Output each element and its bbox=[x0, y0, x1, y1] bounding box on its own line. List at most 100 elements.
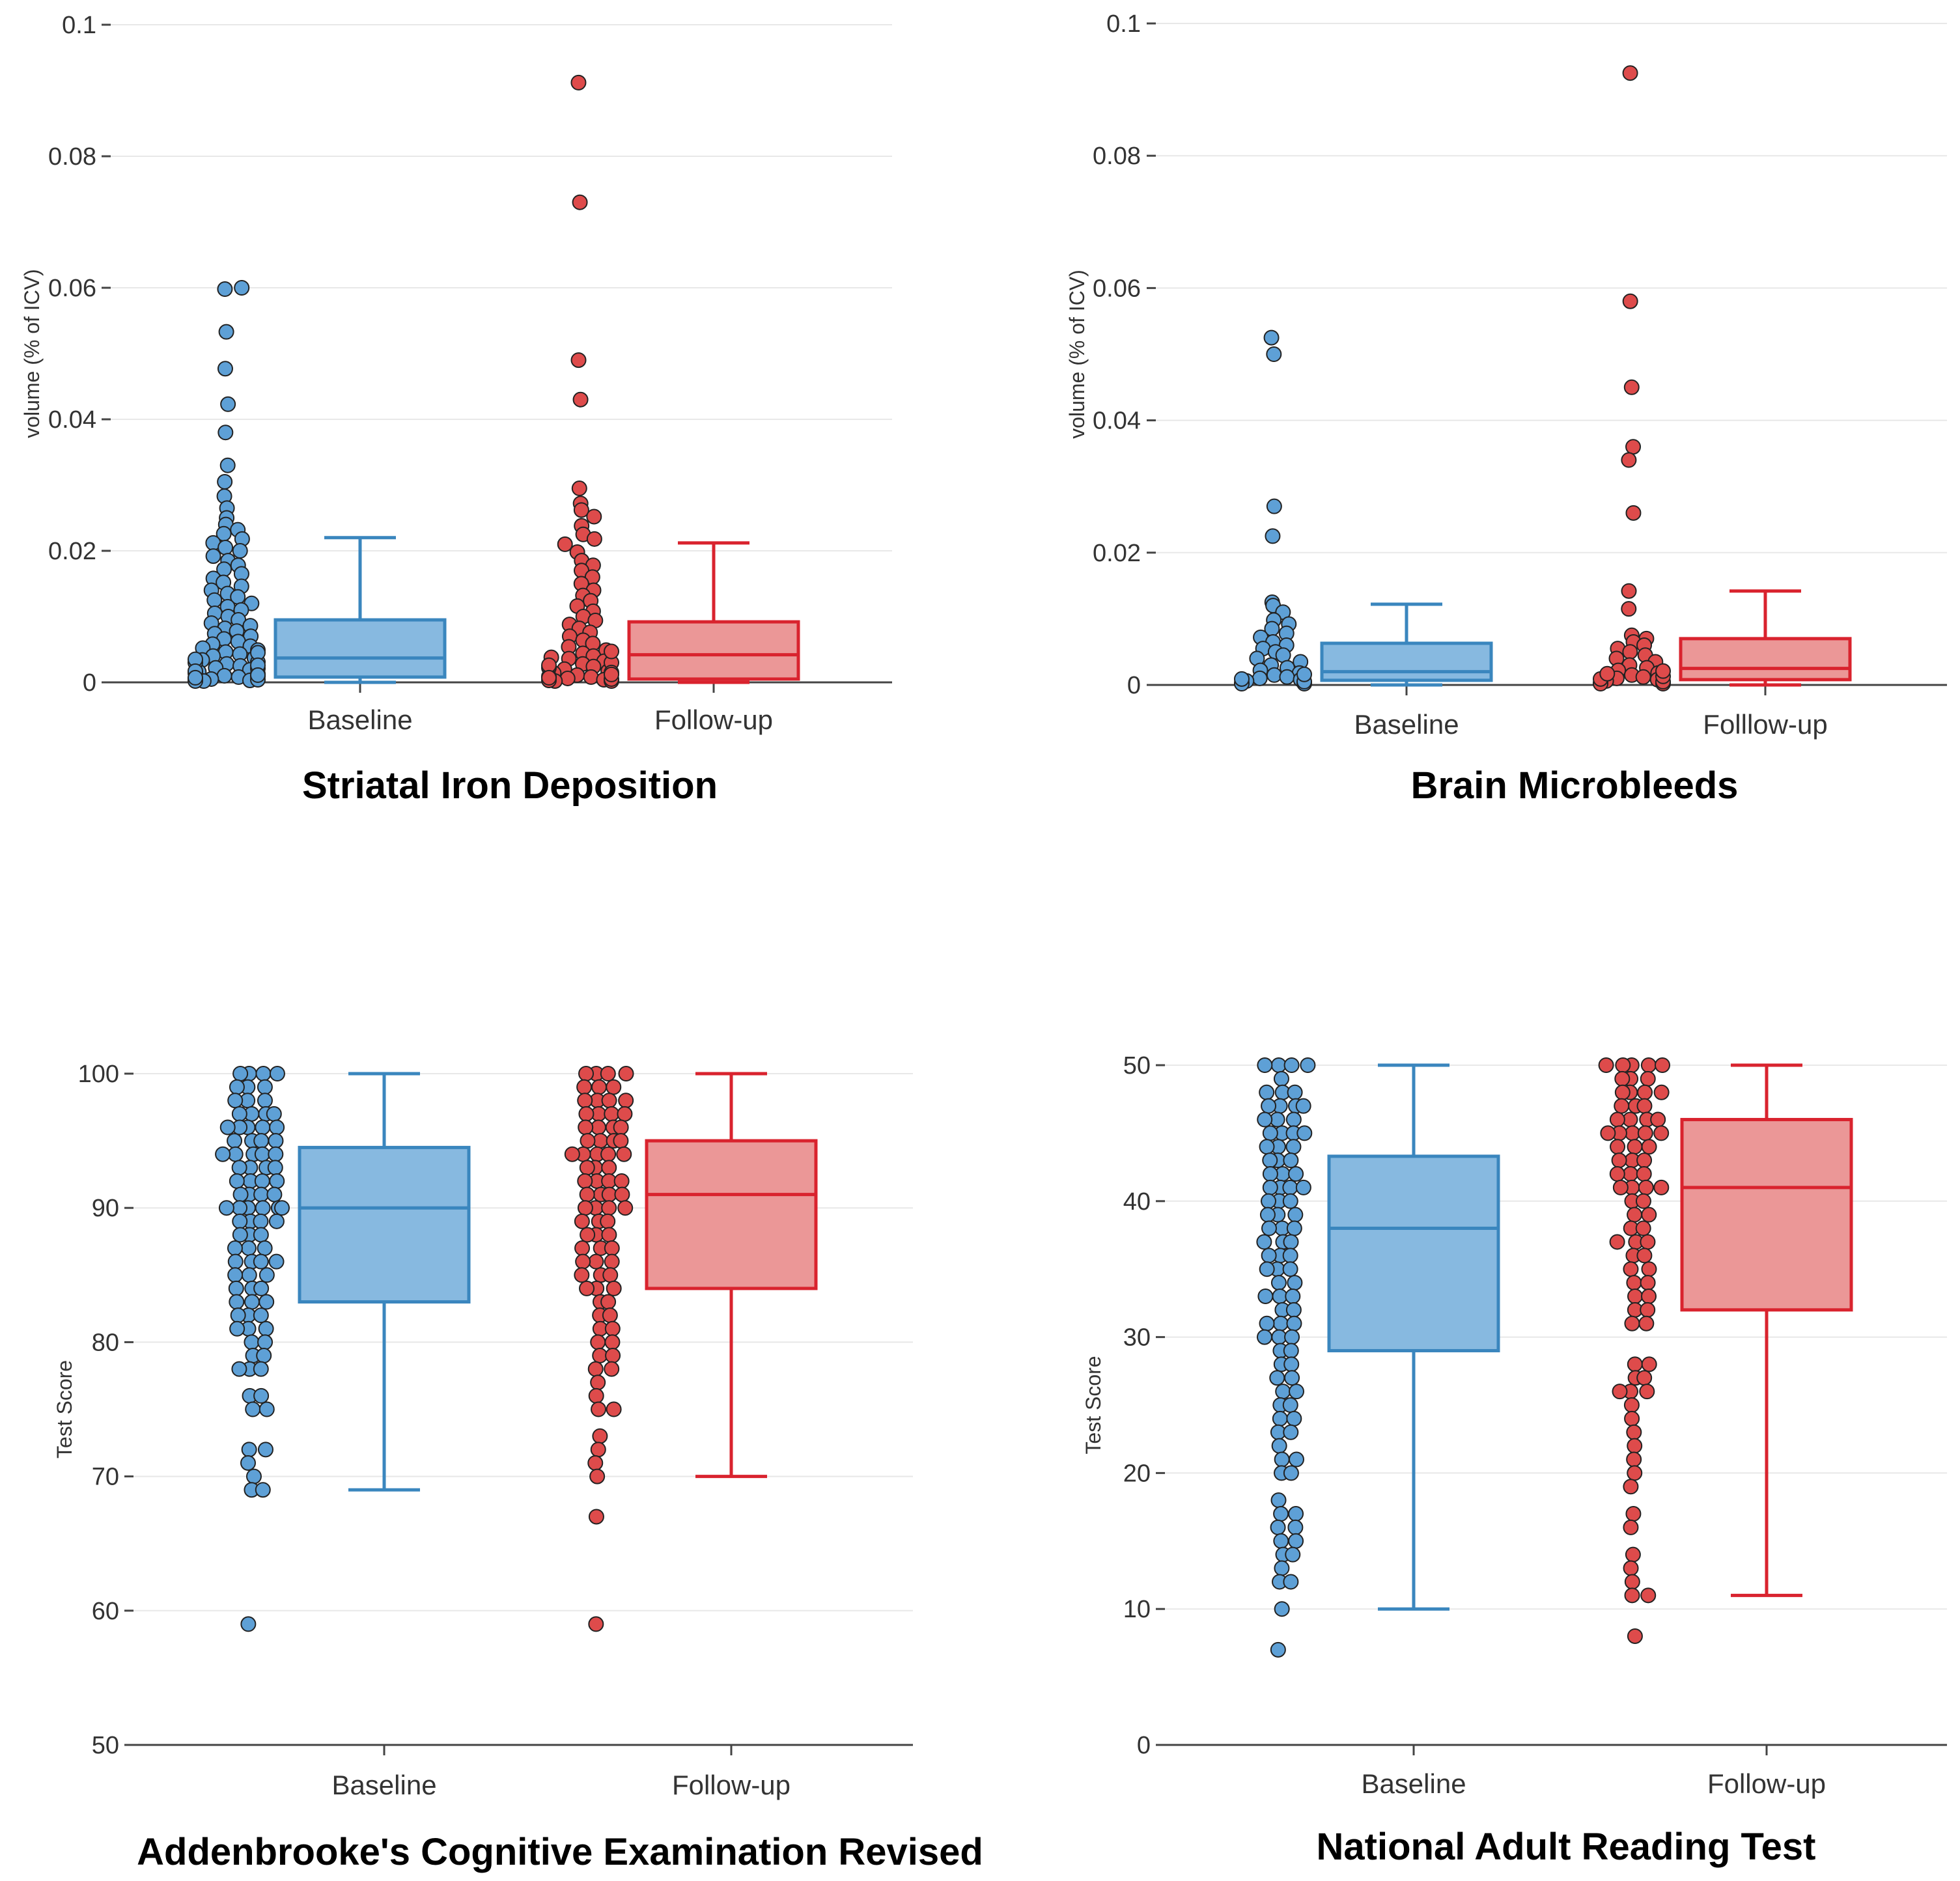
data-point bbox=[1655, 663, 1671, 679]
data-point bbox=[254, 1173, 270, 1189]
data-point bbox=[592, 1428, 608, 1444]
box-iqr bbox=[1327, 1154, 1500, 1352]
data-point bbox=[606, 1280, 622, 1296]
data-point bbox=[613, 1119, 629, 1136]
data-point bbox=[601, 1200, 617, 1216]
y-tick-label: 0.06 bbox=[48, 275, 96, 302]
data-point bbox=[590, 1374, 606, 1391]
data-point bbox=[1625, 505, 1642, 521]
data-point bbox=[1283, 1234, 1299, 1250]
data-point bbox=[1641, 1356, 1657, 1372]
data-point bbox=[574, 1240, 591, 1257]
data-point bbox=[244, 1294, 260, 1310]
data-point bbox=[1627, 1438, 1643, 1454]
data-point bbox=[1283, 1152, 1299, 1169]
data-point bbox=[1270, 1057, 1287, 1073]
data-point bbox=[588, 1616, 604, 1632]
data-point bbox=[604, 1334, 621, 1350]
data-point bbox=[1623, 1519, 1639, 1535]
data-point bbox=[1288, 1533, 1304, 1549]
data-point bbox=[1622, 644, 1638, 660]
data-point bbox=[1282, 1179, 1298, 1195]
data-point bbox=[253, 1213, 269, 1229]
data-point bbox=[604, 1320, 621, 1337]
data-point bbox=[253, 1186, 270, 1203]
data-point bbox=[1614, 1084, 1631, 1100]
data-point bbox=[570, 352, 587, 369]
y-axis-title: volume (% of ICV) bbox=[20, 269, 44, 438]
data-point bbox=[257, 1334, 273, 1350]
data-point bbox=[217, 361, 233, 377]
data-point bbox=[617, 1200, 634, 1216]
data-point bbox=[1614, 1098, 1630, 1114]
box-iqr bbox=[645, 1139, 818, 1290]
data-point bbox=[1283, 1356, 1300, 1372]
data-point bbox=[613, 1133, 629, 1149]
data-point bbox=[1640, 1070, 1656, 1087]
data-point bbox=[590, 1442, 606, 1458]
data-point bbox=[253, 1387, 270, 1404]
data-point bbox=[240, 1616, 257, 1632]
data-point bbox=[577, 1093, 593, 1109]
data-point bbox=[217, 473, 233, 490]
data-point bbox=[218, 324, 234, 340]
data-point bbox=[217, 539, 234, 555]
data-point bbox=[1640, 1275, 1656, 1291]
data-point bbox=[217, 425, 234, 441]
data-point bbox=[1285, 1139, 1302, 1155]
data-point bbox=[229, 1320, 245, 1337]
data-point bbox=[601, 1093, 617, 1109]
data-point bbox=[268, 1213, 285, 1229]
data-point bbox=[255, 1482, 271, 1498]
data-point bbox=[1295, 1179, 1311, 1195]
y-tick-label: 0.1 bbox=[1106, 10, 1141, 38]
data-point bbox=[1256, 1329, 1272, 1345]
data-point bbox=[1256, 1234, 1272, 1250]
data-point bbox=[1270, 1492, 1287, 1509]
y-tick-label: 0.08 bbox=[1093, 143, 1141, 170]
data-point bbox=[1282, 1397, 1298, 1413]
data-point bbox=[215, 1146, 231, 1162]
data-point bbox=[1273, 1533, 1289, 1549]
data-point bbox=[579, 1160, 595, 1176]
data-point bbox=[604, 1361, 620, 1377]
data-point bbox=[1621, 583, 1637, 599]
data-point bbox=[1621, 452, 1637, 468]
data-point bbox=[557, 536, 573, 552]
data-point bbox=[255, 1066, 272, 1081]
data-point bbox=[1295, 1098, 1311, 1114]
data-point bbox=[1638, 1315, 1655, 1331]
data-point bbox=[1600, 1125, 1616, 1141]
data-point bbox=[576, 1079, 593, 1095]
y-tick-label: 0.1 bbox=[62, 12, 96, 39]
y-tick-label: 50 bbox=[92, 1732, 119, 1759]
data-point bbox=[240, 1240, 257, 1257]
data-point bbox=[1626, 1275, 1642, 1291]
data-point bbox=[1653, 1084, 1670, 1100]
data-point bbox=[1274, 1601, 1290, 1617]
y-tick-label: 0 bbox=[1127, 672, 1141, 699]
data-point bbox=[1283, 1574, 1299, 1590]
data-point bbox=[1635, 669, 1651, 685]
data-point bbox=[1627, 1628, 1643, 1644]
data-point bbox=[268, 1253, 285, 1270]
x-category-label: Baseline bbox=[331, 1770, 436, 1800]
data-point bbox=[614, 1186, 630, 1203]
data-point bbox=[1623, 1397, 1640, 1413]
data-point bbox=[583, 669, 599, 685]
data-point bbox=[1296, 666, 1312, 682]
data-point bbox=[1627, 1465, 1643, 1481]
data-point bbox=[217, 281, 233, 298]
data-point bbox=[219, 457, 236, 473]
data-point bbox=[578, 1119, 594, 1136]
data-point bbox=[232, 1186, 249, 1203]
y-tick-label: 50 bbox=[1123, 1052, 1151, 1080]
data-point bbox=[1259, 1315, 1275, 1331]
data-point bbox=[245, 1401, 261, 1417]
panel-striatal-iron-deposition: 0 0.02 0.04 0.06 0.08 0.1 volume (% of ICV) Bas… bbox=[20, 12, 892, 807]
data-point bbox=[1640, 1302, 1656, 1318]
data-point bbox=[220, 396, 236, 412]
data-point bbox=[1654, 1057, 1670, 1073]
data-point bbox=[1609, 1166, 1625, 1182]
